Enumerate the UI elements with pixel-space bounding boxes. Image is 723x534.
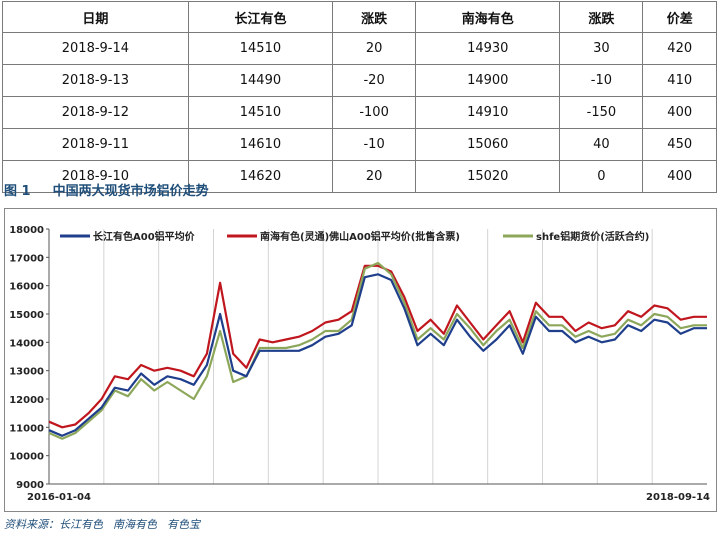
y-tick-label: 12000 (9, 395, 44, 406)
cell-date: 2018-9-13 (2, 64, 189, 97)
cell-change-2: -10 (559, 64, 644, 97)
cell-spread: 400 (642, 96, 717, 129)
cell-change-1: -10 (332, 128, 417, 161)
table-row: 2018-9-11 14610 -10 15060 40 450 (2, 128, 717, 161)
cell-nanhai: 14900 (415, 64, 561, 97)
cell-spread: 420 (642, 32, 717, 65)
figure-title: 图 1 中国两大现货市场铝价走势 (4, 180, 209, 199)
cell-change-1: 20 (332, 160, 417, 193)
table-row: 2018-9-13 14490 -20 14900 -10 410 (2, 64, 717, 97)
y-tick-label: 17000 (9, 253, 44, 264)
header-date: 日期 (2, 1, 189, 33)
table-row: 2018-9-10 14620 20 15020 0 400 (2, 160, 717, 193)
price-table: 日期 长江有色 涨跌 南海有色 涨跌 价差 2018-9-14 14510 20… (2, 1, 717, 193)
table-row: 2018-9-14 14510 20 14930 30 420 (2, 32, 717, 65)
series-line (48, 273, 707, 437)
aluminium-price-chart: 18000 17000 16000 15000 14000 13000 12000 11000… (9, 225, 710, 503)
y-tick-label: 14000 (9, 338, 44, 349)
series-line (48, 261, 707, 440)
table-row: 2018-9-12 14510 -100 14910 -150 400 (2, 96, 717, 129)
cell-changjiang: 14490 (187, 64, 334, 97)
header-spread: 价差 (642, 1, 717, 33)
table-header-row: 日期 长江有色 涨跌 南海有色 涨跌 价差 (2, 1, 717, 33)
x-end-label: 2018-09-14 (646, 492, 710, 503)
cell-change-2: -150 (559, 96, 644, 129)
cell-nanhai: 15060 (415, 128, 561, 161)
source-note: 资料来源：长江有色 南海有色 有色宝 (4, 516, 210, 532)
cell-changjiang: 14510 (187, 32, 334, 65)
header-nanhai: 南海有色 (415, 1, 561, 33)
cell-changjiang: 14510 (187, 96, 334, 129)
y-tick-label: 18000 (9, 225, 44, 236)
cell-spread: 400 (642, 160, 717, 193)
cell-date: 2018-9-12 (2, 96, 189, 129)
source-prefix: 资料来源：长江有色 (4, 518, 103, 531)
cell-nanhai: 14930 (415, 32, 561, 65)
source-item-3: 有色宝 (167, 518, 200, 531)
y-tick-label: 9000 (16, 480, 44, 491)
cell-changjiang: 14620 (187, 160, 334, 193)
x-start-label: 2016-01-04 (27, 492, 91, 503)
y-tick-label: 15000 (9, 310, 44, 321)
legend-label: shfe铝期货价(活跃合约) (536, 230, 649, 243)
y-tick-label: 11000 (9, 423, 44, 434)
header-change-1: 涨跌 (332, 1, 417, 33)
y-tick-label: 10000 (9, 452, 44, 463)
header-change-2: 涨跌 (559, 1, 644, 33)
figure-number: 图 1 (4, 184, 31, 199)
y-tick-label: 16000 (9, 282, 44, 293)
cell-change-1: -20 (332, 64, 417, 97)
series-line (48, 264, 707, 429)
cell-change-1: -100 (332, 96, 417, 129)
cell-spread: 450 (642, 128, 717, 161)
cell-date: 2018-9-14 (2, 32, 189, 65)
source-item-2: 南海有色 (113, 518, 157, 531)
cell-nanhai: 15020 (415, 160, 561, 193)
cell-change-2: 40 (559, 128, 644, 161)
cell-changjiang: 14610 (187, 128, 334, 161)
legend-label: 长江有色A00铝平均价 (93, 230, 196, 243)
header-changjiang: 长江有色 (187, 1, 334, 33)
y-tick-label: 13000 (9, 367, 44, 378)
cell-change-1: 20 (332, 32, 417, 65)
chart-frame: 18000 17000 16000 15000 14000 13000 12000 11000… (4, 208, 717, 512)
legend-label: 南海有色(灵通)佛山A00铝平均价(批售含票) (260, 230, 460, 243)
cell-date: 2018-9-10 (2, 160, 189, 193)
cell-nanhai: 14910 (415, 96, 561, 129)
cell-spread: 410 (642, 64, 717, 97)
cell-date: 2018-9-11 (2, 128, 189, 161)
cell-change-2: 0 (559, 160, 644, 193)
cell-change-2: 30 (559, 32, 644, 65)
figure-caption: 中国两大现货市场铝价走势 (52, 184, 209, 199)
